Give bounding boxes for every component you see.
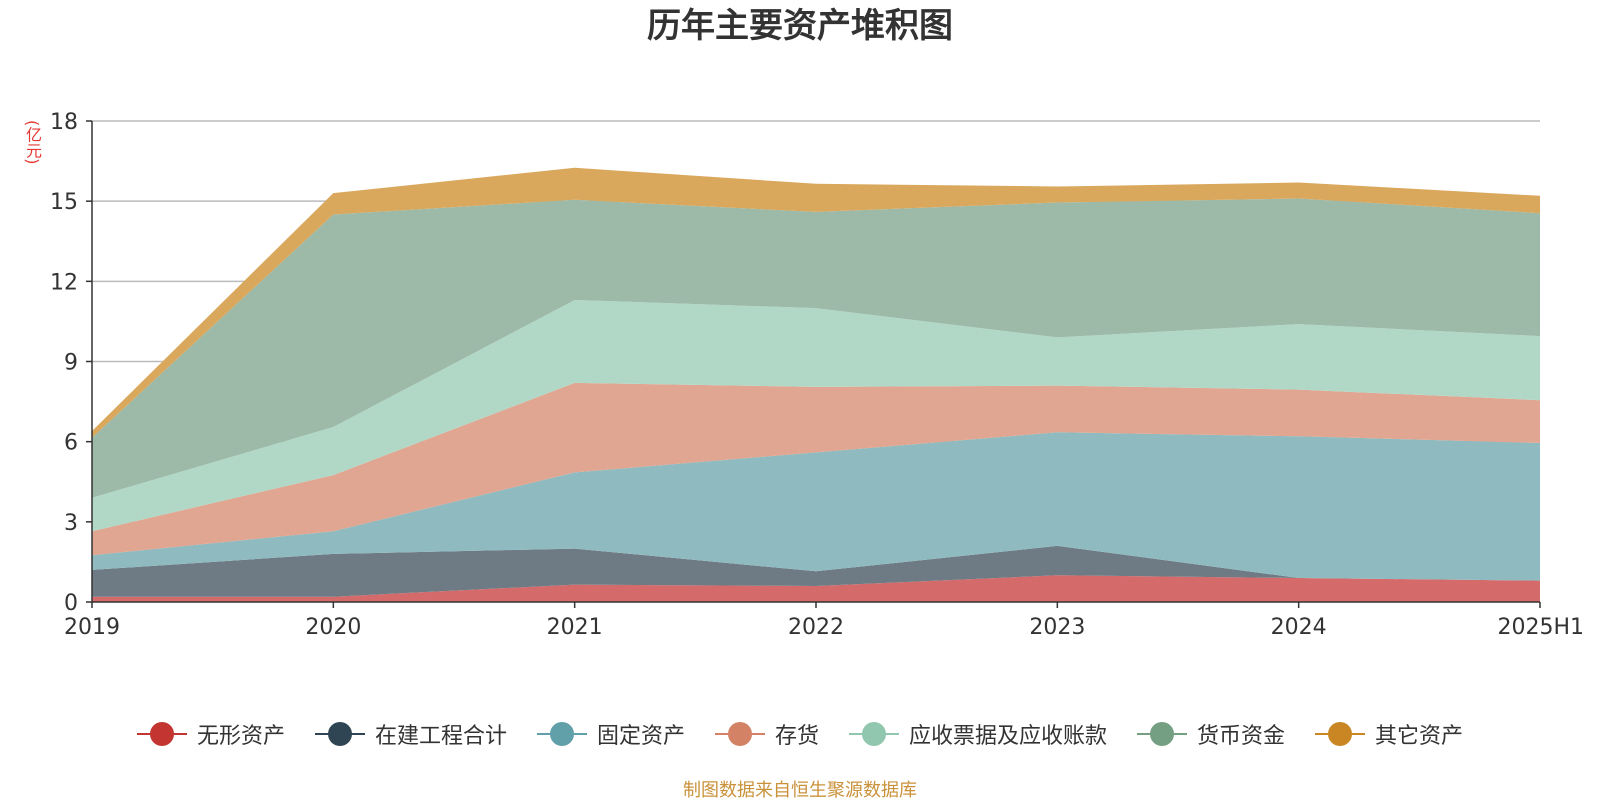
area-series-0[interactable] xyxy=(92,575,1540,602)
area-series-1[interactable] xyxy=(92,545,1540,597)
x-tick-label: 2025H1 xyxy=(1497,615,1584,640)
y-tick-label: 15 xyxy=(50,190,78,215)
legend-marker-icon xyxy=(1315,722,1366,746)
area-series-5[interactable] xyxy=(92,198,1540,498)
legend-item[interactable]: 固定资产 xyxy=(536,718,685,750)
y-tick-label: 9 xyxy=(64,351,78,376)
legend-item[interactable]: 货币资金 xyxy=(1137,718,1285,750)
source-note: 制图数据来自恒生聚源数据库 xyxy=(683,780,917,801)
x-tick-label: 2022 xyxy=(788,615,844,640)
legend-item[interactable]: 在建工程合计 xyxy=(314,718,507,750)
stacked-area-chart: 0 3 6 9 12 15 18 2019 2020 2021 2022 2023 2024 2025H1 xyxy=(50,110,1584,640)
y-axis-unit-label: (亿元) xyxy=(23,120,42,165)
chart-title: 历年主要资产堆积图 xyxy=(647,6,953,46)
legend-label: 固定资产 xyxy=(596,724,685,749)
legend-label: 应收票据及应收账款 xyxy=(909,724,1108,749)
legend-marker-icon xyxy=(849,722,899,746)
area-series-3[interactable] xyxy=(92,382,1540,556)
y-tick-label: 6 xyxy=(64,431,78,456)
area-series-2[interactable] xyxy=(92,432,1540,581)
area-series xyxy=(92,167,1540,602)
legend-marker-icon xyxy=(1137,722,1188,746)
x-tick-label: 2023 xyxy=(1029,615,1085,640)
legend-item[interactable]: 存货 xyxy=(714,718,819,750)
legend-label: 存货 xyxy=(774,724,819,749)
legend-label: 在建工程合计 xyxy=(374,724,507,749)
legend-item[interactable]: 其它资产 xyxy=(1315,718,1463,750)
legend-label: 其它资产 xyxy=(1375,724,1464,749)
x-tick-label: 2021 xyxy=(547,615,603,640)
legend-item[interactable]: 无形资产 xyxy=(136,718,285,750)
axes: 0 3 6 9 12 15 18 2019 2020 2021 2022 2023 2024 2025H1 xyxy=(50,110,1584,640)
x-tick-label: 2019 xyxy=(64,615,120,640)
legend-marker-icon xyxy=(714,722,765,746)
legend-marker-icon xyxy=(314,722,365,746)
area-series-6[interactable] xyxy=(92,167,1540,438)
y-tick-label: 3 xyxy=(64,511,78,536)
area-series-4[interactable] xyxy=(92,300,1540,532)
x-tick-label: 2024 xyxy=(1271,615,1327,640)
y-tick-label: 12 xyxy=(50,270,78,295)
legend-marker-icon xyxy=(536,722,587,746)
legend-marker-icon xyxy=(136,722,187,746)
x-tick-label: 2020 xyxy=(305,615,361,640)
y-tick-label: 18 xyxy=(50,110,78,135)
legend-label: 无形资产 xyxy=(196,724,285,749)
legend-item[interactable]: 应收票据及应收账款 xyxy=(849,718,1107,750)
legend: 无形资产 在建工程合计 固定资产 存货 应收票据及应收账款 货币资金 其它资产 xyxy=(0,718,1600,750)
y-tick-label: 0 xyxy=(64,591,78,616)
legend-label: 货币资金 xyxy=(1197,724,1286,749)
